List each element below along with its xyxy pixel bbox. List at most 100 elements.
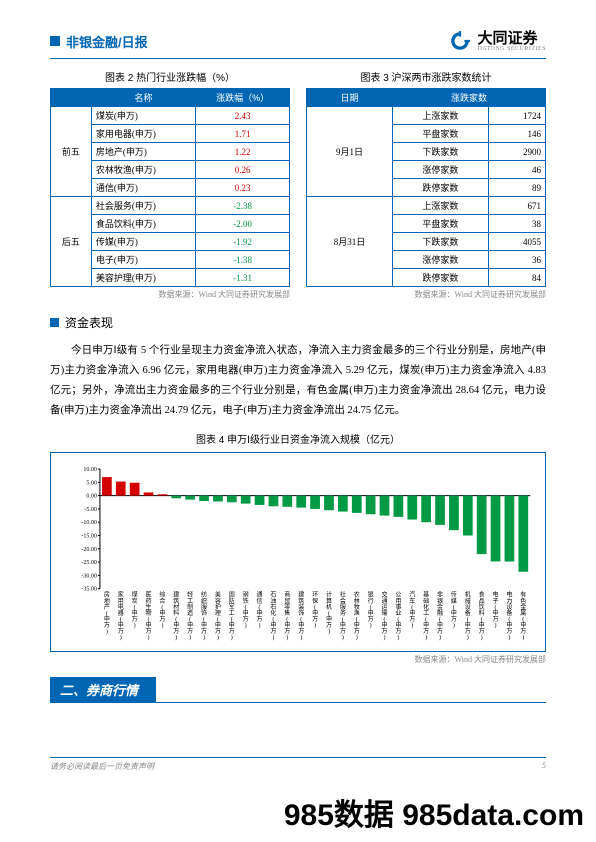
svg-text:国防军工(申万): 国防军工(申万)	[229, 591, 235, 640]
cell-label: 涨停家数	[393, 161, 489, 179]
table3-block: 图表 3 沪深两市涨跌家数统计 日期 涨跌家数 9月1日上涨家数1724平盘家数…	[306, 69, 546, 300]
svg-text:电力设备(申万): 电力设备(申万)	[506, 590, 512, 640]
group-label: 后五	[51, 197, 92, 287]
cell-label: 平盘家数	[393, 215, 489, 233]
svg-text:-10.00: -10.00	[81, 520, 97, 526]
svg-text:0.00: 0.00	[86, 493, 97, 499]
cell-val: 84	[488, 269, 545, 287]
svg-text:-30.00: -30.00	[81, 573, 97, 579]
chart-box: 10.00 5.00 0.00 -5.00 -10.00 -15.00 -20.00 -25.…	[50, 452, 546, 652]
cell-name: 传媒(申万)	[91, 233, 195, 251]
footer-left: 请务必阅读最后一页免责声明	[50, 761, 154, 772]
table3-source: 数据来源：Wind 大同证券研究发展部	[306, 289, 546, 300]
table-row: 前五煤炭(申万)2.43	[51, 107, 290, 125]
cell-label: 上涨家数	[393, 107, 489, 125]
group-label: 前五	[51, 107, 92, 197]
svg-text:计算机(申万): 计算机(申万)	[326, 590, 332, 634]
chart-svg: 10.00 5.00 0.00 -5.00 -10.00 -15.00 -20.00 -25.…	[57, 463, 539, 649]
svg-text:医药生物(申万): 医药生物(申万)	[146, 591, 152, 640]
cell-val: -1.38	[196, 251, 290, 269]
cell-val: 46	[488, 161, 545, 179]
group-date: 8月31日	[307, 197, 393, 287]
svg-text:-5.00: -5.00	[84, 507, 97, 513]
table-header	[51, 89, 92, 107]
cell-val: -2.00	[196, 215, 290, 233]
svg-text:食品饮料(申万): 食品饮料(申万)	[479, 590, 485, 640]
header-rule	[50, 58, 546, 59]
table-header: 涨跌幅（%）	[196, 89, 290, 107]
cell-val: 0.26	[196, 161, 290, 179]
svg-text:公用事业(申万): 公用事业(申万)	[395, 591, 401, 640]
page-header: 非银金融/日报 大同证券 DATONG SECURITIES	[50, 30, 546, 52]
svg-text:房地产(申万): 房地产(申万)	[104, 590, 110, 634]
cell-val: 89	[488, 179, 545, 197]
cell-val: 2900	[488, 143, 545, 161]
cell-val: 38	[488, 215, 545, 233]
svg-text:煤炭(申万): 煤炭(申万)	[132, 590, 138, 628]
svg-text:商贸零售(申万): 商贸零售(申万)	[284, 590, 290, 640]
table-row: 9月1日上涨家数1724	[307, 107, 546, 125]
cell-val: -1.31	[196, 269, 290, 287]
t3-h1: 日期	[307, 89, 393, 107]
svg-text:美容护理(申万): 美容护理(申万)	[215, 590, 221, 640]
svg-text:机械设备(申万): 机械设备(申万)	[465, 590, 471, 640]
header-left: 非银金融/日报	[50, 32, 148, 51]
logo-icon	[449, 30, 471, 52]
cell-label: 涨停家数	[393, 251, 489, 269]
svg-text:交通运输(申万): 交通运输(申万)	[381, 590, 387, 640]
footer: 请务必阅读最后一页免责声明 5	[50, 757, 546, 772]
svg-text:社会服务(申万): 社会服务(申万)	[340, 590, 346, 640]
svg-text:建筑材料(申万): 建筑材料(申万)	[173, 590, 179, 640]
svg-text:轻工制造(申万): 轻工制造(申万)	[187, 590, 193, 640]
cell-val: 36	[488, 251, 545, 269]
header-square-icon	[50, 36, 60, 46]
svg-text:传媒(申万): 传媒(申万)	[451, 590, 457, 628]
svg-text:-20.00: -20.00	[81, 547, 97, 553]
cell-val: 146	[488, 125, 545, 143]
header-title: 非银金融/日报	[66, 32, 148, 51]
svg-text:-15.00: -15.00	[81, 533, 97, 539]
chart-title: 图表 4 申万Ⅰ级行业日资金净流入规模（亿元）	[50, 431, 546, 446]
cell-name: 农林牧渔(申万)	[91, 161, 195, 179]
svg-text:有色金属(申万): 有色金属(申万)	[520, 590, 526, 640]
svg-text:建筑装饰(申万): 建筑装饰(申万)	[298, 590, 304, 640]
cell-name: 煤炭(申万)	[91, 107, 195, 125]
svg-text:综合(申万): 综合(申万)	[159, 590, 165, 628]
svg-text:汽车(申万): 汽车(申万)	[409, 590, 415, 628]
table-row: 8月31日上涨家数671	[307, 197, 546, 215]
table-header: 名称	[91, 89, 195, 107]
cell-val: 0.23	[196, 179, 290, 197]
svg-text:家用电器(申万): 家用电器(申万)	[118, 590, 124, 640]
svg-text:10.00: 10.00	[83, 467, 97, 473]
cell-val: 671	[488, 197, 545, 215]
cell-val: -2.38	[196, 197, 290, 215]
cell-label: 下跌家数	[393, 233, 489, 251]
cell-val: 1724	[488, 107, 545, 125]
cell-name: 电子(申万)	[91, 251, 195, 269]
table2-source: 数据来源：Wind 大同证券研究发展部	[50, 289, 290, 300]
svg-text:非银金融(申万): 非银金融(申万)	[437, 590, 443, 640]
group-date: 9月1日	[307, 107, 393, 197]
cell-label: 跌停家数	[393, 179, 489, 197]
table3: 日期 涨跌家数 9月1日上涨家数1724平盘家数146下跌家数2900涨停家数4…	[306, 88, 546, 287]
cell-label: 上涨家数	[393, 197, 489, 215]
svg-text:纺织服饰(申万): 纺织服饰(申万)	[201, 590, 207, 640]
cell-val: -1.92	[196, 233, 290, 251]
logo-cn: 大同证券	[477, 31, 546, 46]
banner-wrap: 二、券商行情	[50, 665, 546, 702]
table2: 名称涨跌幅（%） 前五煤炭(申万)2.43家用电器(申万)1.71房地产(申万)…	[50, 88, 290, 287]
section-head: 资金表现	[50, 314, 546, 331]
cell-val: 1.71	[196, 125, 290, 143]
cell-label: 平盘家数	[393, 125, 489, 143]
cell-val: 1.22	[196, 143, 290, 161]
section-title: 资金表现	[65, 314, 113, 331]
section-banner: 二、券商行情	[50, 677, 156, 702]
cell-label: 下跌家数	[393, 143, 489, 161]
svg-text:基础化工(申万): 基础化工(申万)	[423, 590, 429, 640]
svg-text:-25.00: -25.00	[81, 560, 97, 566]
cell-val: 2.43	[196, 107, 290, 125]
svg-text:5.00: 5.00	[86, 480, 97, 486]
cell-name: 社会服务(申万)	[91, 197, 195, 215]
svg-text:钢铁(申万): 钢铁(申万)	[243, 590, 249, 628]
logo-en: DATONG SECURITIES	[477, 46, 546, 52]
